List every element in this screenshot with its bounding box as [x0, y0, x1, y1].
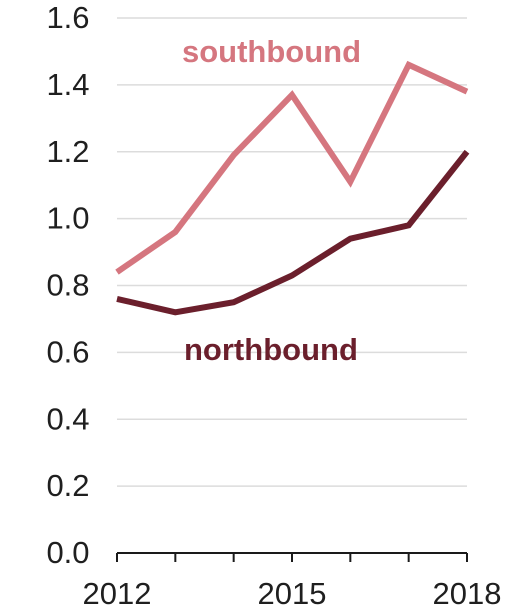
- series-label-northbound: northbound: [184, 332, 358, 367]
- y-tick-label: 0.4: [46, 401, 89, 436]
- series-lines: [115, 60, 470, 316]
- x-axis: [116, 552, 468, 562]
- y-tick-label: 1.4: [46, 67, 89, 102]
- y-tick-label: 1.0: [46, 201, 89, 236]
- y-tick-labels: 0.0 0.2 0.4 0.6 0.8 1.0 1.2 1.4 1.6: [46, 0, 89, 570]
- y-tick-label: 0.0: [46, 535, 89, 570]
- series-label-southbound: southbound: [182, 34, 361, 69]
- grid-lines: [117, 17, 467, 487]
- series-line-northbound: [116, 149, 470, 316]
- x-tick-label: 2018: [433, 576, 502, 611]
- series-line-southbound: [115, 60, 469, 275]
- x-tick-label: 2012: [83, 576, 152, 611]
- x-tick-labels: 2012 2015 2018: [83, 576, 502, 611]
- x-tick-label: 2015: [258, 576, 327, 611]
- y-tick-label: 0.2: [46, 468, 89, 503]
- y-tick-label: 0.6: [46, 334, 89, 369]
- y-tick-label: 0.8: [46, 268, 89, 303]
- y-tick-label: 1.6: [46, 0, 89, 35]
- y-tick-label: 1.2: [46, 134, 89, 169]
